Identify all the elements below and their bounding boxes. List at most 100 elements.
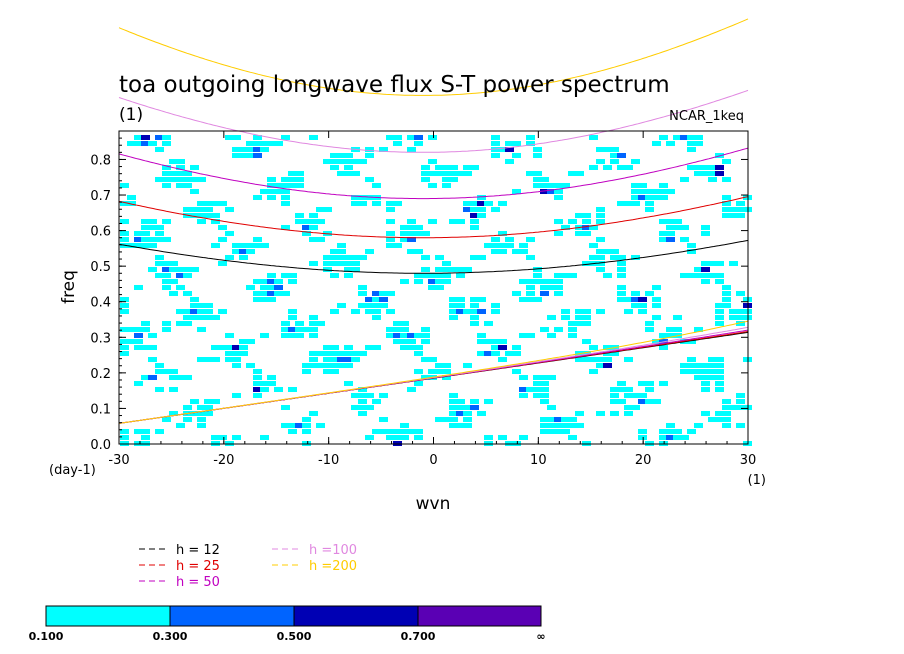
contour-cell	[400, 279, 409, 284]
contour-cell	[176, 183, 185, 188]
contour-cell	[729, 405, 738, 410]
contour-cell	[197, 201, 206, 206]
contour-cell	[442, 165, 451, 170]
contour-cell	[491, 147, 500, 152]
contour-cell	[358, 393, 367, 398]
contour-cell	[232, 147, 241, 152]
contour-cell	[239, 249, 248, 254]
contour-cell	[232, 243, 241, 248]
contour-cell	[484, 435, 493, 440]
contour-cell	[708, 369, 717, 374]
contour-cell	[414, 429, 423, 434]
contour-cell	[533, 153, 542, 158]
contour-cell	[645, 195, 654, 200]
contour-cell	[673, 429, 682, 434]
contour-cell	[701, 267, 710, 272]
contour-cell	[715, 369, 724, 374]
contour-cell	[351, 159, 360, 164]
contour-cell	[456, 411, 465, 416]
contour-cell	[267, 285, 276, 290]
contour-cell	[470, 399, 479, 404]
contour-cell	[680, 177, 689, 182]
contour-cell	[148, 141, 157, 146]
contour-cell	[267, 189, 276, 194]
contour-cell	[239, 351, 248, 356]
contour-cell	[274, 141, 283, 146]
x-unit-label: (1)	[748, 473, 766, 488]
contour-cell	[715, 279, 724, 284]
contour-cell	[351, 309, 360, 314]
contour-cell	[540, 279, 549, 284]
contour-cell	[253, 369, 262, 374]
contour-cell	[309, 411, 318, 416]
contour-cell	[407, 135, 416, 140]
contour-cell	[365, 153, 374, 158]
contour-cell	[428, 369, 437, 374]
contour-cell	[533, 279, 542, 284]
contour-cell	[344, 165, 353, 170]
contour-cell	[456, 267, 465, 272]
contour-cell	[204, 303, 213, 308]
contour-cell	[400, 333, 409, 338]
contour-cell	[491, 303, 500, 308]
contour-cell	[400, 237, 409, 242]
contour-cell	[596, 249, 605, 254]
contour-cell	[736, 213, 745, 218]
contour-cell	[155, 261, 164, 266]
contour-cell	[148, 237, 157, 242]
contour-cell	[183, 309, 192, 314]
contour-cell	[141, 345, 150, 350]
contour-cell	[540, 291, 549, 296]
contour-cell	[687, 135, 696, 140]
contour-cell	[351, 351, 360, 356]
contour-cell	[316, 237, 325, 242]
contour-cell	[498, 231, 507, 236]
contour-cell	[372, 291, 381, 296]
contour-cell	[379, 303, 388, 308]
contour-cell	[491, 141, 500, 146]
contour-cell	[386, 243, 395, 248]
contour-cell	[372, 309, 381, 314]
contour-cell	[484, 399, 493, 404]
contour-cell	[253, 195, 262, 200]
contour-cell	[344, 153, 353, 158]
contour-cell	[519, 297, 528, 302]
contour-cell	[708, 177, 717, 182]
contour-cell	[260, 435, 269, 440]
contour-cell	[526, 387, 535, 392]
contour-cell	[421, 177, 430, 182]
contour-cell	[673, 135, 682, 140]
contour-cell	[176, 285, 185, 290]
contour-cell	[533, 171, 542, 176]
contour-cell	[267, 381, 276, 386]
contour-cell	[379, 393, 388, 398]
contour-cell	[666, 333, 675, 338]
contour-cell	[624, 201, 633, 206]
contour-cell	[484, 321, 493, 326]
contour-cell	[400, 321, 409, 326]
contour-cell	[316, 423, 325, 428]
contour-cell	[477, 201, 486, 206]
contour-cell	[176, 159, 185, 164]
contour-cell	[155, 273, 164, 278]
contour-cell	[575, 321, 584, 326]
contour-cell	[211, 399, 220, 404]
contour-cell	[393, 321, 402, 326]
contour-cell	[176, 171, 185, 176]
contour-cell	[407, 339, 416, 344]
contour-cell	[358, 387, 367, 392]
contour-cell	[463, 171, 472, 176]
contour-cell	[554, 327, 563, 332]
contour-cell	[134, 327, 143, 332]
contour-cell	[631, 159, 640, 164]
contour-cell	[715, 315, 724, 320]
contour-cell	[330, 357, 339, 362]
contour-cell	[666, 189, 675, 194]
contour-cell	[715, 387, 724, 392]
contour-cell	[414, 369, 423, 374]
legend-label-h50: h = 50	[176, 575, 220, 590]
contour-cell	[428, 357, 437, 362]
contour-cell	[232, 393, 241, 398]
contour-cell	[323, 267, 332, 272]
